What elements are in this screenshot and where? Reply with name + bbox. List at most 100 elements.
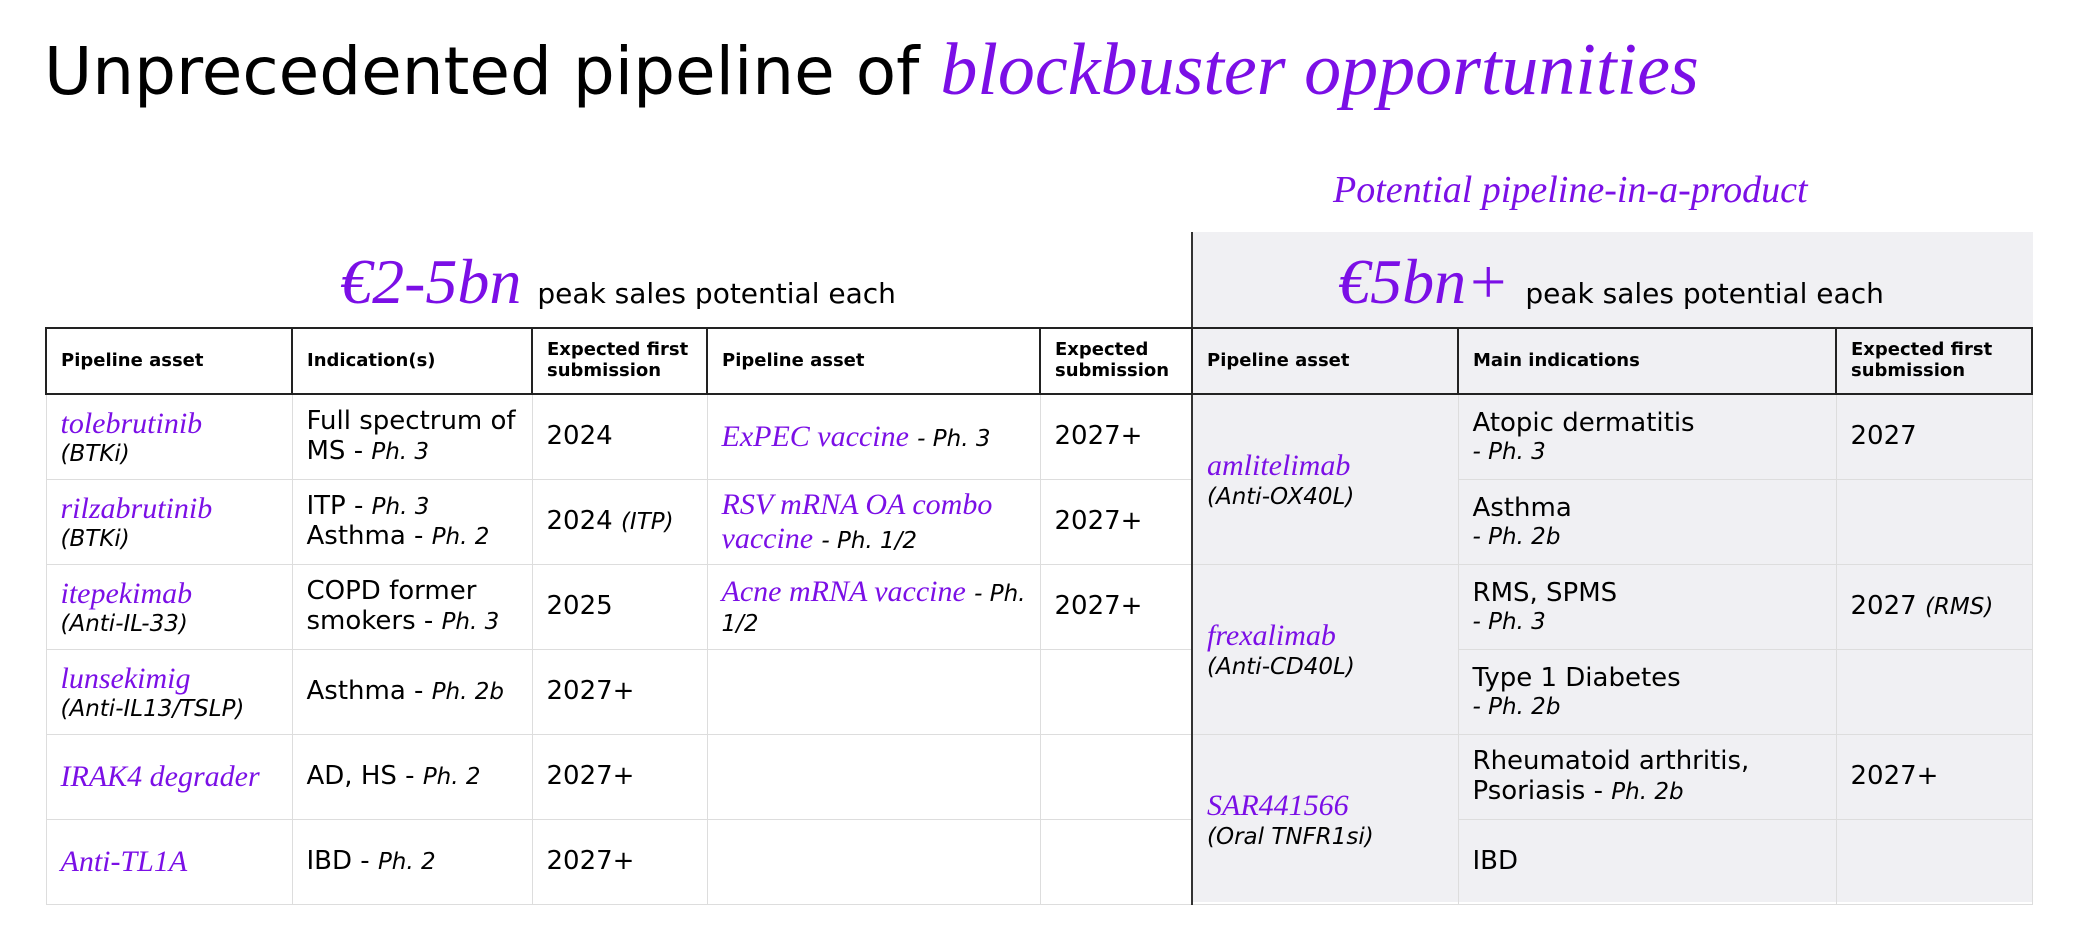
asset-name: amlitelimab — [1207, 449, 1351, 483]
heading-text: peak sales potential each — [537, 277, 896, 310]
column-header: Pipeline asset — [706, 327, 1041, 395]
vaccine-submission-cell: 2027+ — [1039, 479, 1193, 565]
right-table: Pipeline asset Main indications Expected f… — [1191, 327, 2033, 905]
indication-cell: IBD — [1457, 819, 1837, 905]
phase: - Ph. 2b — [1472, 523, 1561, 550]
indication: Full spectrum of MS - Ph. 3 — [307, 406, 518, 467]
phase: - Ph. 1/2 — [821, 528, 918, 554]
indication-text: Asthma — [1472, 492, 1572, 523]
indication-cell: AD, HS - Ph. 2 — [291, 734, 533, 820]
submission-cell — [1835, 479, 2033, 565]
phase: - Ph. 3 — [917, 425, 991, 452]
asset-name: SAR441566 — [1207, 789, 1349, 823]
vaccine-name: RSV mRNA OA combo vaccine — [721, 487, 993, 556]
right-heading: €5bn+ peak sales potential each — [1191, 245, 2031, 320]
indication: COPD former smokers - Ph. 3 — [306, 576, 518, 637]
vaccine-submission-cell — [1039, 819, 1193, 905]
asset-cell: rilzabrutinib (BTKi) — [45, 479, 293, 565]
column-header: Expected first submission — [1835, 327, 2033, 395]
submission-cell — [1835, 649, 2033, 735]
indication-text: Asthma - — [306, 676, 424, 707]
row: IBD — [1192, 819, 2033, 905]
asset-class: (Oral TNFR1si) — [1207, 823, 1374, 850]
indication-text: IBD — [1472, 846, 1519, 877]
indication-cell: Type 1 Diabetes - Ph. 2b — [1457, 649, 1837, 735]
submission: 2027+ — [546, 846, 635, 877]
asset-class: (Anti-OX40L) — [1207, 483, 1355, 510]
indication: Asthma - Ph. 2 — [306, 521, 518, 552]
phase: - Ph. 3 — [1472, 438, 1546, 465]
vaccine-cell — [706, 734, 1041, 820]
indication-cell: COPD former smokers - Ph. 3 — [291, 564, 533, 650]
submission: 2027 — [1850, 421, 1917, 452]
asset-cell: Anti-TL1A — [45, 819, 293, 905]
vaccine-cell: ExPEC vaccine - Ph. 3 — [706, 393, 1041, 480]
indication-text: COPD former smokers - — [306, 576, 477, 636]
asset-cell: lunsekimig (Anti-IL13/TSLP) — [45, 649, 293, 735]
indication-text: Type 1 Diabetes — [1472, 662, 1681, 693]
indication-cell: RMS, SPMS - Ph. 3 — [1457, 564, 1837, 650]
column-header: Expected first submission — [531, 327, 708, 395]
column-header: Main indications — [1457, 327, 1837, 395]
indication: AD, HS - Ph. 2 — [306, 761, 518, 792]
submission-cell: 2027+ — [531, 819, 708, 905]
row: Asthma - Ph. 2b — [1192, 479, 2033, 565]
phase: Ph. 2b — [431, 679, 504, 706]
indication-text: Asthma - — [306, 521, 424, 551]
indication-cell: IBD - Ph. 2 — [291, 819, 533, 905]
indication-text: Atopic dermatitis — [1472, 407, 1695, 438]
phase: - Ph. 1/2 — [721, 580, 1026, 638]
row: Anti-TL1A IBD - Ph. 2 2027+ — [45, 819, 1193, 905]
asset-cell: IRAK4 degrader — [45, 734, 293, 820]
indication-cell: Asthma - Ph. 2b — [291, 649, 533, 735]
column-header: Expected submission — [1039, 327, 1193, 395]
left-heading: €2-5bn peak sales potential each — [45, 245, 1191, 320]
title: Unprecedented pipeline of blockbuster op… — [44, 28, 1699, 113]
row: amlitelimab (Anti-OX40L) Atopic dermatitis… — [1191, 393, 2033, 565]
column-header: Indication(s) — [291, 327, 533, 395]
indication-cell: Atopic dermatitis - Ph. 3 — [1457, 393, 1837, 480]
asset-class: (Anti-CD40L) — [1207, 653, 1355, 680]
vaccine-name: Acne mRNA vaccine — [721, 574, 966, 608]
submission: 2027+ — [1054, 421, 1143, 452]
submission: 2027+ — [1850, 761, 1939, 792]
vaccine-submission-cell — [1039, 734, 1193, 820]
submission-cell: 2027 (RMS) — [1835, 564, 2033, 650]
row: rilzabrutinib (BTKi) ITP - Ph. 3 Asthma - P… — [45, 479, 1193, 565]
indication-text: RMS, SPMS — [1472, 577, 1618, 608]
indication-text: IBD - — [306, 846, 370, 877]
vaccine-cell — [706, 649, 1041, 735]
phase: Ph. 3 — [371, 439, 430, 465]
submission-cell: 2025 — [531, 564, 708, 650]
asset-name: lunsekimig — [60, 661, 191, 695]
indication-text: AD, HS - — [306, 761, 415, 792]
row: itepekimab (Anti-IL-33) COPD former smoker… — [45, 564, 1193, 650]
indication-cell: Full spectrum of MS - Ph. 3 — [291, 393, 533, 480]
phase: - Ph. 2b — [1472, 693, 1561, 720]
asset-class: (Anti-IL13/TSLP) — [60, 696, 245, 723]
indication-cell: Rheumatoid arthritis, Psoriasis - Ph. 2b — [1457, 734, 1837, 820]
right-label: Potential pipeline-in-a-product — [1333, 169, 1808, 211]
vaccine-name: ExPEC vaccine — [721, 419, 909, 453]
asset-cell: amlitelimab (Anti-OX40L) — [1191, 393, 1459, 565]
indication: ITP - Ph. 3 — [307, 491, 518, 522]
submission-cell: 2024 (ITP) — [531, 479, 708, 565]
row: Type 1 Diabetes - Ph. 2b — [1192, 649, 2033, 735]
indication: IBD - Ph. 2 — [306, 846, 518, 877]
asset-cell: tolebrutinib (BTKi) — [45, 393, 293, 480]
vaccine-cell: RSV mRNA OA combo vaccine - Ph. 1/2 — [706, 479, 1041, 565]
heading-value: €5bn+ — [1338, 246, 1510, 317]
left-table: Pipeline asset Indication(s) Expected firs… — [45, 327, 1193, 905]
asset-class: (BTKi) — [60, 441, 130, 468]
submission: 2027+ — [546, 761, 635, 792]
asset-name: rilzabrutinib — [60, 491, 213, 525]
submission: 2024 — [546, 506, 613, 537]
asset-name: itepekimab — [60, 576, 193, 610]
submission-cell: 2027 — [1835, 393, 2033, 480]
row: lunsekimig (Anti-IL13/TSLP) Asthma - Ph. 2… — [45, 649, 1193, 735]
phase: Ph. 2 — [377, 849, 436, 876]
asset-name: frexalimab — [1207, 619, 1336, 653]
submission: 2025 — [546, 591, 613, 622]
asset-name: Anti-TL1A — [60, 844, 188, 878]
